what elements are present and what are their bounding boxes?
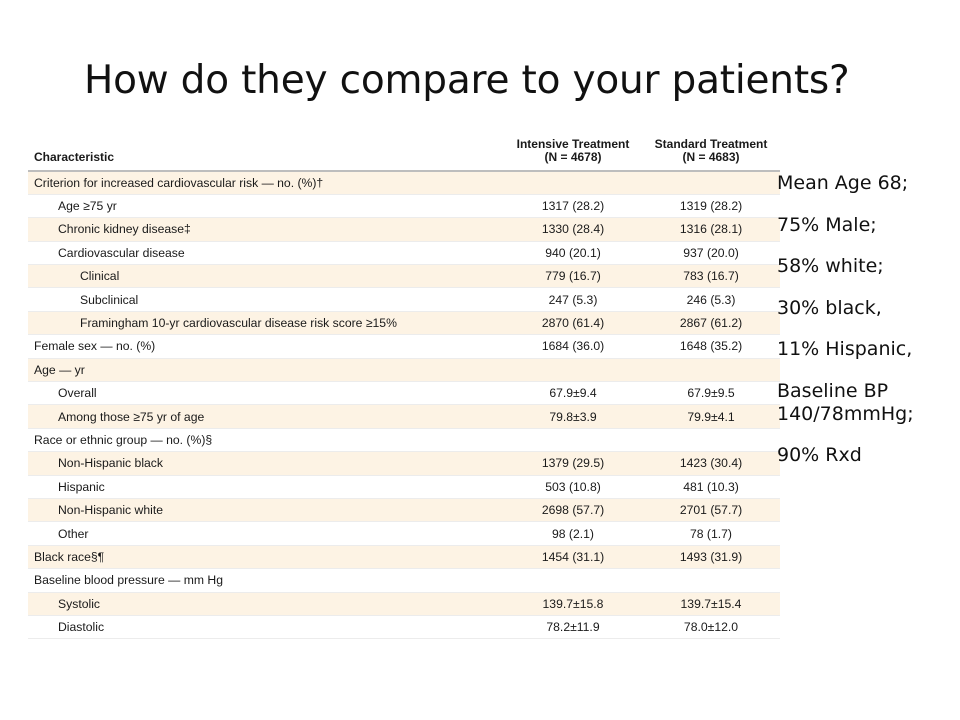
standard-value: 2701 (57.7) [642,498,780,523]
standard-value [642,358,780,383]
standard-value: 481 (10.3) [642,475,780,499]
intensive-value [504,358,642,383]
characteristics-table: Characteristic Intensive Treatment (N = … [28,122,780,640]
intensive-value: 1454 (31.1) [504,545,642,570]
table-row: Clinical 779 (16.7) 783 (16.7) [28,264,780,289]
table-row: Framingham 10-yr cardiovascular disease … [28,311,780,336]
standard-value [642,568,780,593]
intensive-value: 779 (16.7) [504,264,642,289]
summary-rxd: 90% Rxd [777,444,862,466]
row-label: Other [28,521,504,546]
summary-baseline-bp: Baseline BP 140/78mmHg; [777,379,914,425]
standard-value [642,171,780,195]
standard-value: 1319 (28.2) [642,194,780,219]
table-row: Age ≥75 yr 1317 (28.2) 1319 (28.2) [28,194,780,219]
row-label: Systolic [28,592,504,616]
row-label: Black race§¶ [28,545,504,570]
intensive-value: 2870 (61.4) [504,311,642,336]
intensive-value: 139.7±15.8 [504,592,642,616]
row-label: Female sex — no. (%) [28,334,504,359]
standard-value: 246 (5.3) [642,287,780,312]
header-intensive-n: (N = 4678) [544,150,602,164]
intensive-value: 98 (2.1) [504,521,642,546]
table-row: Among those ≥75 yr of age 79.8±3.9 79.9±… [28,404,780,429]
summary-white: 58% white; [777,255,884,277]
table-row: Cardiovascular disease 940 (20.1) 937 (2… [28,241,780,266]
table-row: Non-Hispanic white 2698 (57.7) 2701 (57.… [28,498,780,523]
standard-value: 1648 (35.2) [642,334,780,359]
intensive-value: 1330 (28.4) [504,217,642,242]
intensive-value: 78.2±11.9 [504,615,642,640]
row-label: Non-Hispanic black [28,451,504,476]
header-intensive-treatment: Intensive Treatment (N = 4678) [504,122,642,172]
intensive-value: 1317 (28.2) [504,194,642,219]
intensive-value: 2698 (57.7) [504,498,642,523]
intensive-value: 67.9±9.4 [504,381,642,406]
header-standard-n: (N = 4683) [682,150,740,164]
row-label: Overall [28,381,504,406]
summary-male: 75% Male; [777,213,877,236]
standard-value: 937 (20.0) [642,241,780,266]
table-row: Criterion for increased cardiovascular r… [28,171,780,195]
intensive-value: 940 (20.1) [504,241,642,266]
table-row: Baseline blood pressure — mm Hg [28,568,780,593]
row-label: Cardiovascular disease [28,241,504,266]
row-label: Among those ≥75 yr of age [28,404,504,429]
table-row: Other 98 (2.1) 78 (1.7) [28,521,780,546]
table-header-row: Characteristic Intensive Treatment (N = … [28,122,780,172]
patient-summary-list: Mean Age 68; 75% Male; 58% white; 30% bl… [777,172,957,486]
table-row: Age — yr [28,358,780,383]
row-label: Diastolic [28,615,504,640]
header-standard-treatment: Standard Treatment (N = 4683) [642,122,780,172]
table-row: Race or ethnic group — no. (%)§ [28,428,780,453]
intensive-value [504,428,642,453]
standard-value: 1423 (30.4) [642,451,780,476]
intensive-value [504,171,642,195]
standard-value: 78 (1.7) [642,521,780,546]
summary-hispanic: 11% Hispanic, [777,338,913,360]
standard-value: 2867 (61.2) [642,311,780,336]
row-label: Clinical [28,264,504,289]
standard-value: 783 (16.7) [642,264,780,289]
header-characteristic: Characteristic [28,122,504,172]
row-label: Criterion for increased cardiovascular r… [28,171,504,195]
standard-value [642,428,780,453]
row-label: Race or ethnic group — no. (%)§ [28,428,504,453]
row-label: Hispanic [28,475,504,499]
table-row: Black race§¶ 1454 (31.1) 1493 (31.9) [28,545,780,570]
standard-value: 78.0±12.0 [642,615,780,640]
row-label: Age — yr [28,358,504,383]
intensive-value: 1379 (29.5) [504,451,642,476]
intensive-value: 1684 (36.0) [504,334,642,359]
header-standard-name: Standard Treatment [654,137,768,151]
summary-mean-age: Mean Age 68; [777,172,909,194]
table-row: Overall 67.9±9.4 67.9±9.5 [28,381,780,406]
row-label: Baseline blood pressure — mm Hg [28,568,504,593]
row-label: Age ≥75 yr [28,194,504,219]
table-row: Hispanic 503 (10.8) 481 (10.3) [28,475,780,499]
table-row: Female sex — no. (%) 1684 (36.0) 1648 (3… [28,334,780,359]
intensive-value: 247 (5.3) [504,287,642,312]
table-row: Systolic 139.7±15.8 139.7±15.4 [28,592,780,616]
slide-title: How do they compare to your patients? [84,58,850,103]
row-label: Framingham 10-yr cardiovascular disease … [28,311,504,336]
row-label: Chronic kidney disease‡ [28,217,504,242]
intensive-value [504,568,642,593]
intensive-value: 79.8±3.9 [504,404,642,429]
table-row: Non-Hispanic black 1379 (29.5) 1423 (30.… [28,451,780,476]
row-label: Subclinical [28,287,504,312]
table-row: Diastolic 78.2±11.9 78.0±12.0 [28,615,780,640]
header-intensive-name: Intensive Treatment [516,137,630,151]
row-label: Non-Hispanic white [28,498,504,523]
standard-value: 79.9±4.1 [642,404,780,429]
table-row: Subclinical 247 (5.3) 246 (5.3) [28,287,780,312]
baseline-characteristics-table: Characteristic Intensive Treatment (N = … [28,122,780,640]
table-row: Chronic kidney disease‡ 1330 (28.4) 1316… [28,217,780,242]
standard-value: 1316 (28.1) [642,217,780,242]
summary-black: 30% black, [777,296,882,319]
standard-value: 1493 (31.9) [642,545,780,570]
standard-value: 67.9±9.5 [642,381,780,406]
standard-value: 139.7±15.4 [642,592,780,616]
intensive-value: 503 (10.8) [504,475,642,499]
